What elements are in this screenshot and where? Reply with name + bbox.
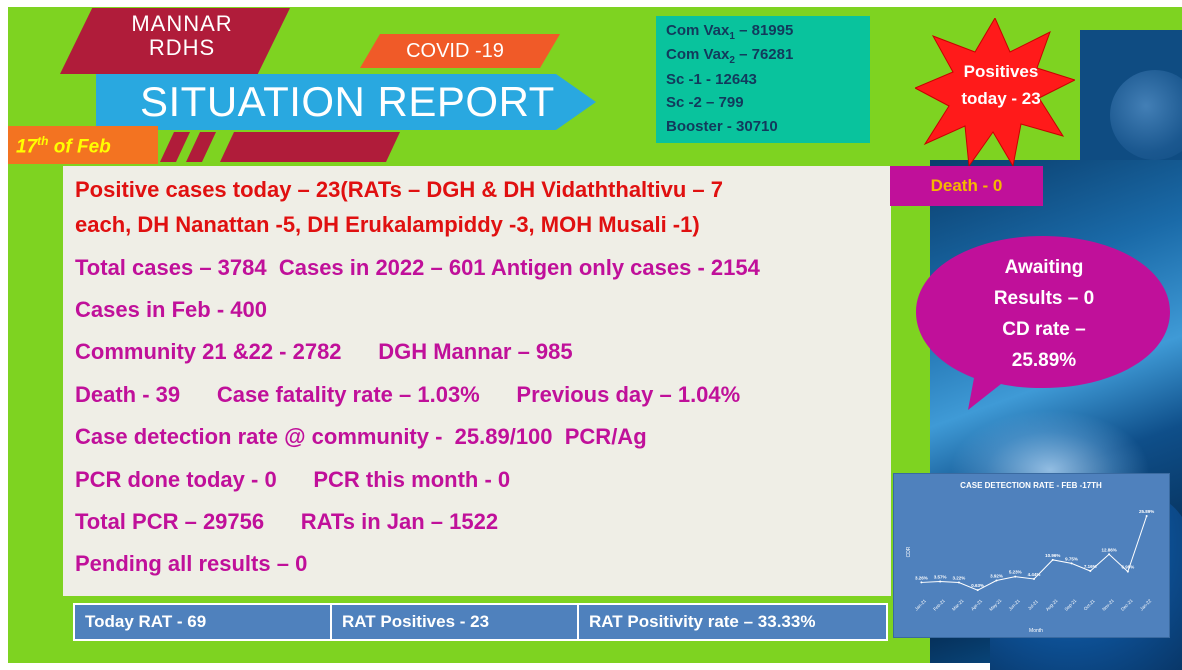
- pending-results: Pending all results – 0: [75, 551, 308, 576]
- positives-starburst: [915, 18, 1075, 166]
- data-point-Dec-21: [1126, 570, 1129, 573]
- data-label-Jan-21: 3.26%: [915, 575, 928, 580]
- data-point-Jun-21: [1014, 575, 1017, 578]
- starburst-line-2: today - 23: [961, 89, 1041, 108]
- covid-label: COVID -19: [406, 40, 504, 62]
- positive-cases-line-2: each, DH Nanattan -5, DH Erukalampiddy -…: [75, 212, 700, 237]
- booster: Booster - 30710: [666, 118, 778, 135]
- total-pcr: Total PCR – 29756 RATs in Jan – 1522: [75, 509, 499, 534]
- data-point-Jul-21: [1033, 577, 1035, 580]
- org-line-1: MANNAR: [131, 11, 233, 36]
- x-tick-Feb-21: Feb-21: [932, 598, 946, 612]
- data-label-Jul-21: 4.44%: [1028, 572, 1041, 577]
- chart-x-axis-label: Month: [1029, 628, 1043, 634]
- data-label-Jun-21: 5.23%: [1009, 570, 1022, 575]
- pcr-today: PCR done today - 0 PCR this month - 0: [75, 467, 511, 492]
- data-label-Feb-21: 3.57%: [934, 575, 947, 580]
- data-point-Apr-21: [976, 589, 979, 592]
- x-tick-Nov-21: Nov-21: [1101, 598, 1115, 612]
- chart-y-axis-label: CDR: [906, 546, 912, 557]
- bubble-line-2: Results – 0: [993, 288, 1095, 309]
- page-title: SITUATION REPORT: [140, 78, 555, 125]
- data-point-May-21: [995, 579, 998, 582]
- case-detection-rate: Case detection rate @ community - 25.89/…: [75, 424, 647, 449]
- x-tick-Jun-21: Jun-21: [1008, 598, 1022, 612]
- vaccination-box: [656, 16, 870, 143]
- x-tick-Jan-21: Jan-21: [914, 598, 928, 612]
- mannar-banner: [60, 8, 290, 74]
- x-tick-Mar-21: Mar-21: [951, 598, 965, 612]
- title-banner: [96, 74, 596, 130]
- schedule-2: Sc -2 – 799: [666, 94, 744, 111]
- data-point-Jan-21: [920, 581, 923, 584]
- data-label-Jan-22: 25.89%: [1139, 509, 1154, 514]
- data-label-Nov-21: 12.86%: [1101, 547, 1116, 552]
- data-point-Aug-21: [1051, 558, 1054, 561]
- x-tick-Aug-21: Aug-21: [1045, 598, 1059, 612]
- community-cases: Community 21 &22 - 2782 DGH Mannar – 985: [75, 339, 573, 364]
- x-tick-May-21: May-21: [988, 598, 1002, 612]
- x-tick-Jan-22: Jan-22: [1139, 598, 1153, 612]
- positives-today: Positives today - 23: [955, 58, 1047, 112]
- report-date: 17th of Feb: [16, 134, 111, 158]
- bubble-line-3: CD rate –: [1002, 319, 1086, 340]
- com-vax-2: Com Vax2 – 76281: [666, 46, 794, 66]
- com-vax-1: Com Vax1 – 81995: [666, 22, 794, 42]
- covid-banner: [360, 34, 560, 68]
- x-tick-Jul-21: Jul-21: [1027, 598, 1040, 611]
- data-label-Dec-21: 6.95%: [1121, 565, 1134, 570]
- rat-summary-row: Today RAT - 69 RAT Positives - 23 RAT Po…: [73, 603, 888, 641]
- data-label-May-21: 3.92%: [990, 574, 1003, 579]
- total-cases: Total cases – 3784 Cases in 2022 – 601 A…: [75, 255, 760, 280]
- awaiting-results-bubble: [916, 236, 1170, 410]
- positive-cases-line-1: Positive cases today – 23(RATs – DGH & D…: [75, 177, 723, 202]
- rat-positivity-cell: RAT Positivity rate – 33.33%: [577, 603, 888, 641]
- data-point-Mar-21: [957, 581, 960, 584]
- data-label-Oct-21: 7.16%: [1084, 564, 1097, 569]
- chart-title: CASE DETECTION RATE - FEB -17TH: [960, 481, 1102, 490]
- bubble-line-4: 25.89%: [1011, 350, 1077, 371]
- org-line-2: RDHS: [148, 35, 216, 60]
- data-point-Sep-21: [1070, 562, 1073, 565]
- data-point-Jan-22: [1145, 515, 1148, 518]
- cdr-chart: CASE DETECTION RATE - FEB -17TH CDR Mont…: [893, 473, 1170, 638]
- data-point-Nov-21: [1108, 553, 1111, 556]
- data-label-Aug-21: 10.96%: [1045, 553, 1060, 558]
- report-panel: [63, 166, 891, 596]
- decorative-chevrons: [160, 132, 400, 162]
- schedule-1: Sc -1 - 12643: [666, 71, 757, 88]
- x-tick-Apr-21: Apr-21: [970, 598, 983, 611]
- x-tick-Dec-21: Dec-21: [1120, 598, 1134, 612]
- data-label-Sep-21: 9.75%: [1065, 556, 1078, 561]
- death-today: Death - 0: [930, 176, 1003, 195]
- data-point-Oct-21: [1089, 569, 1092, 572]
- data-label-Mar-21: 3.22%: [953, 576, 966, 581]
- data-label-Apr-21: 0.63%: [971, 583, 984, 588]
- x-tick-Oct-21: Oct-21: [1083, 598, 1096, 611]
- death-badge: [890, 166, 1043, 206]
- awaiting-results: Awaiting Results – 0 CD rate – 25.89%: [968, 252, 1120, 376]
- today-rat-cell: Today RAT - 69: [73, 603, 332, 641]
- death-stats: Death - 39 Case fatality rate – 1.03% Pr…: [75, 382, 741, 407]
- date-badge: [8, 126, 158, 164]
- rat-summary-table: Today RAT - 69 RAT Positives - 23 RAT Po…: [73, 603, 888, 641]
- x-tick-Sep-21: Sep-21: [1064, 598, 1078, 612]
- cases-in-feb: Cases in Feb - 400: [75, 297, 267, 322]
- bubble-line-1: Awaiting: [1004, 257, 1084, 278]
- cdr-chart-svg: CASE DETECTION RATE - FEB -17TH CDR Mont…: [906, 481, 1154, 634]
- rat-positives-cell: RAT Positives - 23: [330, 603, 579, 641]
- data-point-Feb-21: [939, 580, 942, 583]
- starburst-line-1: Positives: [963, 62, 1039, 81]
- org-name: MANNAR RDHS: [92, 12, 272, 60]
